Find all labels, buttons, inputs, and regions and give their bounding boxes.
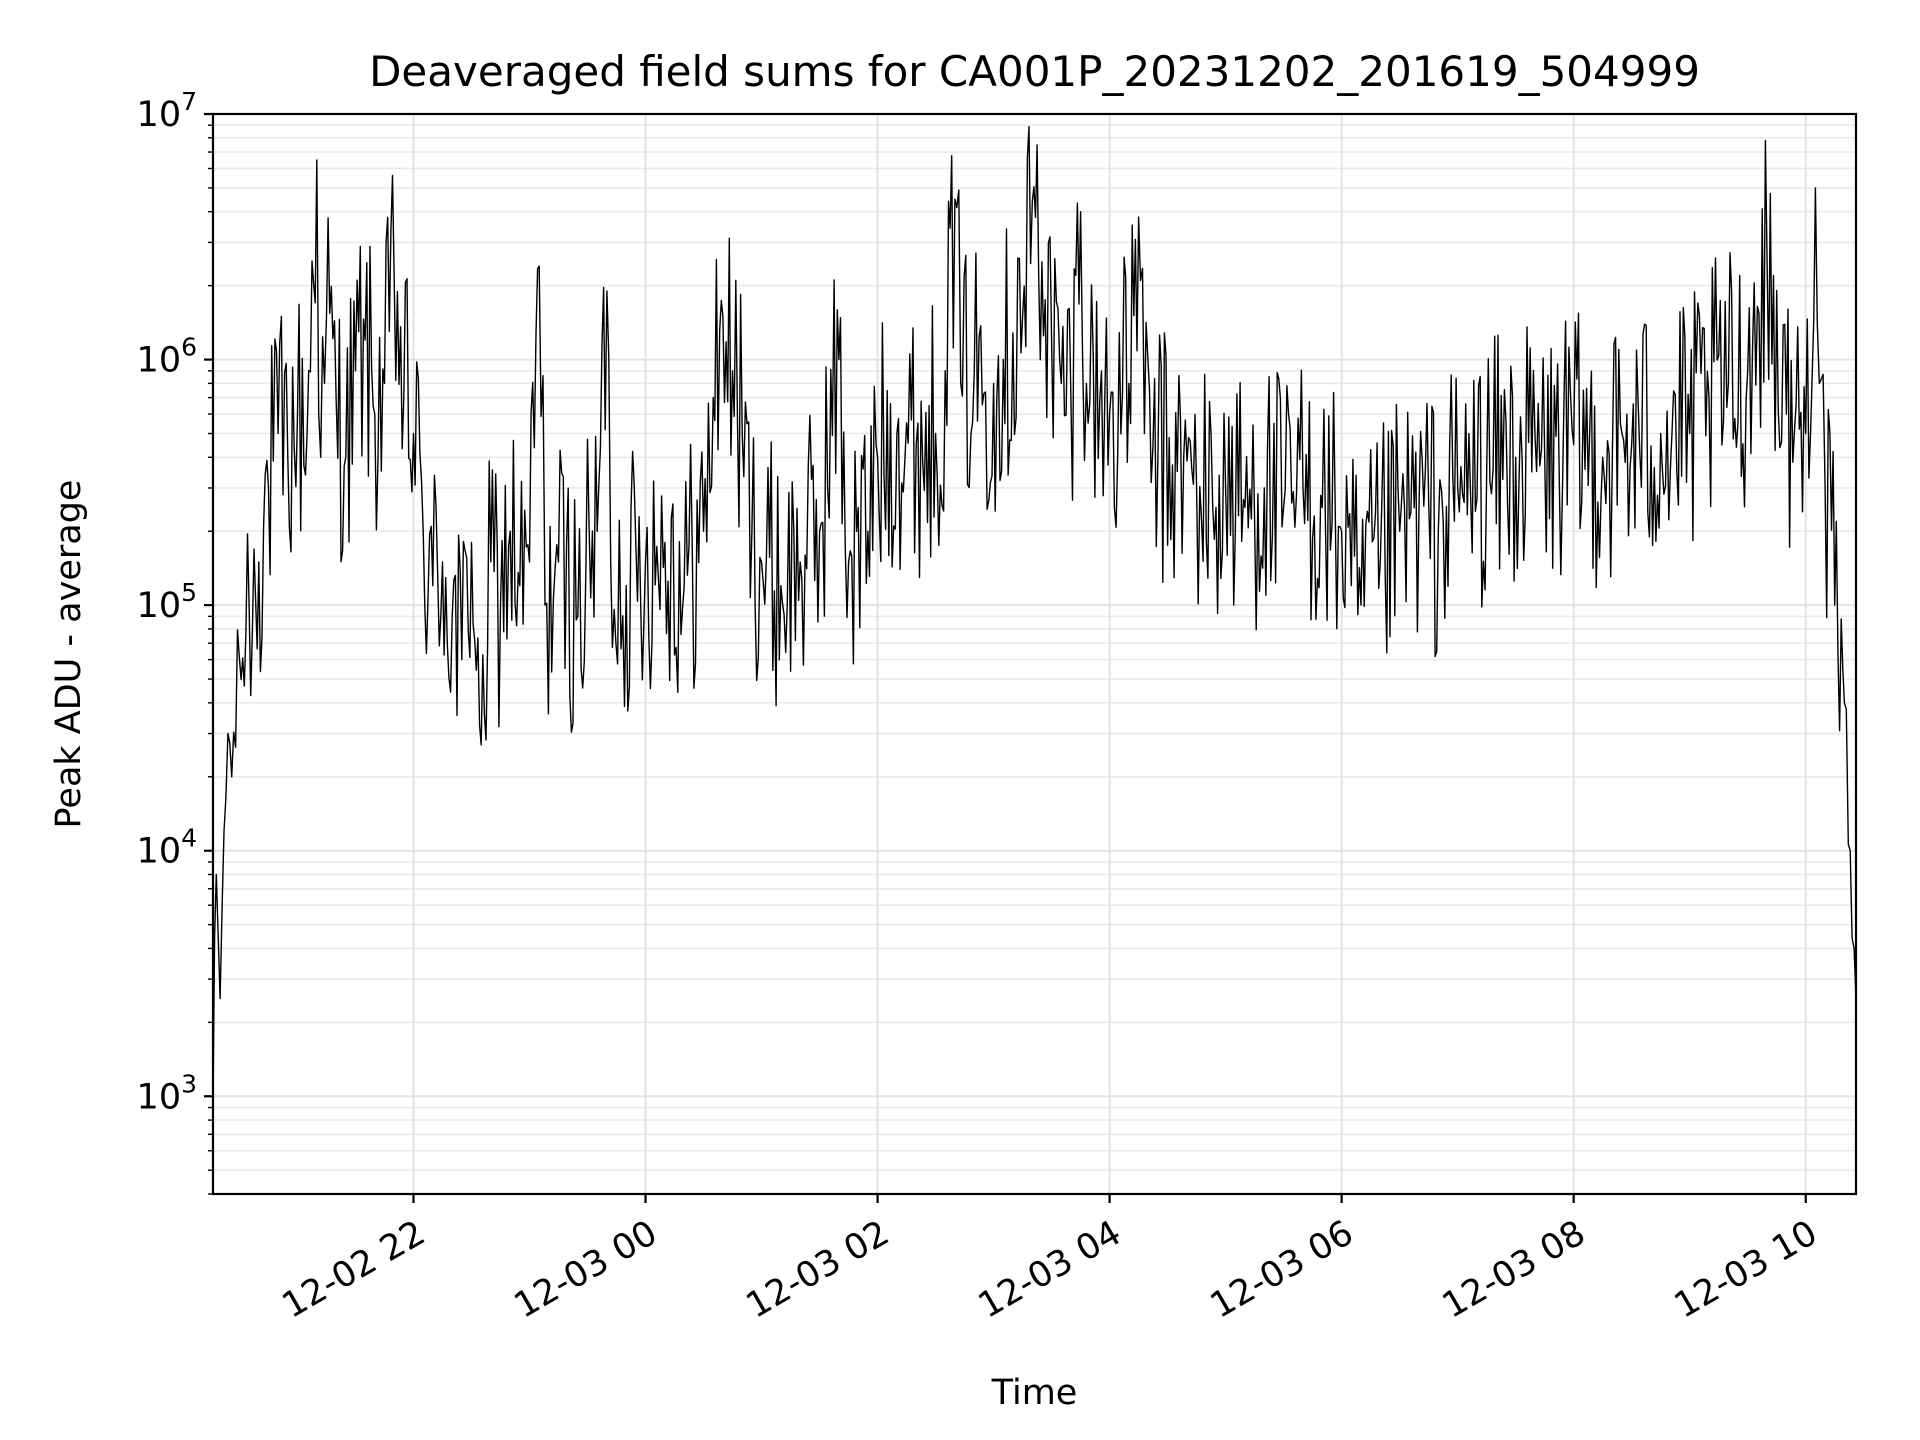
x-axis-label: Time [991, 1373, 1078, 1413]
y-axis-label: Peak ADU - average [49, 480, 89, 829]
x-tick-label: 12-03 04 [972, 1213, 1128, 1326]
x-tick-label: 12-02 22 [276, 1213, 432, 1326]
grid [213, 113, 1856, 1195]
y-tick-label: 106 [137, 333, 197, 381]
y-tick-label: 105 [137, 578, 197, 626]
x-tick-label: 12-03 08 [1436, 1213, 1592, 1326]
plot-frame [211, 112, 1858, 1196]
series-line [212, 125, 1857, 1108]
series-layer [212, 125, 1857, 1108]
x-tick-label: 12-03 10 [1668, 1213, 1824, 1326]
y-tick-label: 104 [137, 824, 197, 872]
x-tick-label: 12-03 00 [508, 1213, 664, 1326]
chart-title: Deaveraged field sums for CA001P_2023120… [369, 47, 1700, 96]
x-tick-label: 12-03 02 [740, 1213, 896, 1326]
y-tick-label: 107 [137, 87, 197, 135]
y-tick-label: 103 [137, 1069, 197, 1117]
x-tick-label: 12-03 06 [1204, 1213, 1360, 1326]
